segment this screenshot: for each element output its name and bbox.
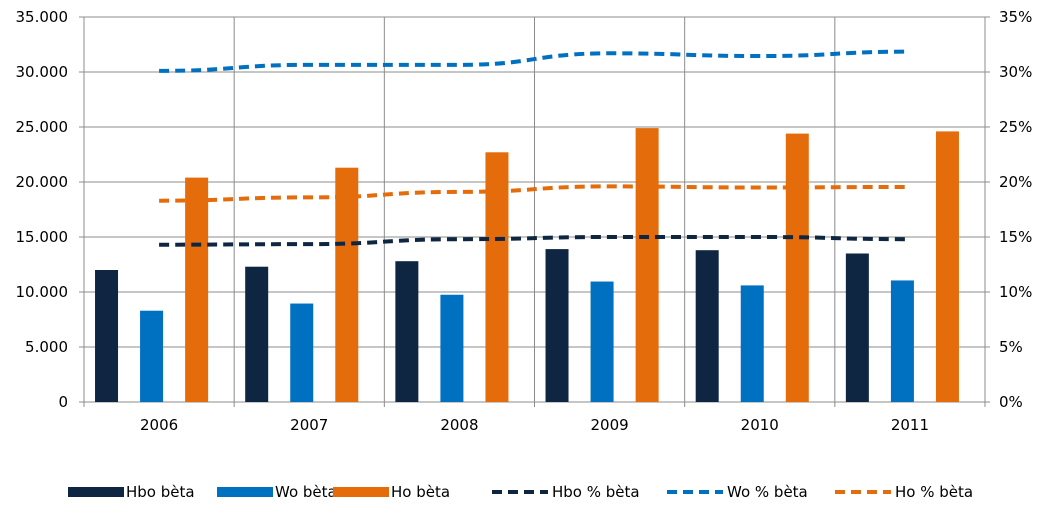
y-axis-tick-label: 15.000 — [16, 228, 69, 246]
y-axis-tick-label: 0 — [58, 393, 68, 411]
bar — [245, 266, 269, 402]
bar — [395, 261, 419, 402]
y2-axis-tick-label: 25% — [999, 118, 1032, 136]
y2-axis-tick-label: 35% — [999, 8, 1032, 26]
legend-label: Ho bèta — [391, 483, 450, 501]
bar — [485, 152, 509, 402]
series-line — [159, 49, 910, 73]
x-axis-tick-label: 2009 — [590, 416, 628, 434]
series-line — [159, 234, 910, 247]
bar — [890, 280, 914, 402]
legend: Hbo bèta Wo bèta Ho bèta Hbo % bèta Wo % bèt… — [68, 483, 973, 501]
x-axis-tick-label: 2008 — [440, 416, 478, 434]
legend-label: Hbo % bèta — [552, 483, 640, 501]
y2-axis-tick-label: 10% — [999, 283, 1032, 301]
bar — [290, 303, 314, 402]
y-axis-tick-label: 30.000 — [16, 63, 69, 81]
bar — [785, 133, 809, 402]
legend-label: Wo bèta — [275, 483, 337, 501]
bar — [635, 128, 659, 402]
bar — [335, 167, 359, 402]
bar — [590, 281, 614, 402]
y2-axis-tick-label: 20% — [999, 173, 1032, 191]
bar — [695, 250, 719, 402]
bar — [845, 253, 869, 402]
y-axis-tick-label: 20.000 — [16, 173, 69, 191]
bar — [440, 294, 464, 402]
x-axis-tick-label: 2011 — [891, 416, 929, 434]
y-axis-tick-label: 35.000 — [16, 8, 69, 26]
legend-label: Ho % bèta — [895, 483, 973, 501]
legend-swatch — [217, 487, 273, 497]
y2-axis-tick-label: 30% — [999, 63, 1032, 81]
y2-axis-tick-label: 15% — [999, 228, 1032, 246]
legend-label: Hbo bèta — [126, 483, 195, 501]
y-axis-tick-label: 5.000 — [25, 338, 68, 356]
x-axis-tick-label: 2007 — [290, 416, 328, 434]
bar — [545, 249, 569, 402]
x-axis-tick-label: 2010 — [741, 416, 779, 434]
legend-swatch — [68, 487, 124, 497]
bar — [740, 285, 764, 402]
bar — [140, 310, 164, 402]
y-axis-tick-label: 25.000 — [16, 118, 69, 136]
y2-axis-tick-label: 0% — [999, 393, 1023, 411]
y2-axis-tick-label: 5% — [999, 338, 1023, 356]
bar — [935, 131, 959, 402]
series-line — [159, 184, 910, 203]
y-axis-tick-label: 10.000 — [16, 283, 69, 301]
legend-swatch — [333, 487, 389, 497]
x-axis-tick-label: 2006 — [140, 416, 178, 434]
bar — [185, 177, 209, 402]
bar — [95, 270, 119, 402]
legend-label: Wo % bèta — [727, 483, 808, 501]
